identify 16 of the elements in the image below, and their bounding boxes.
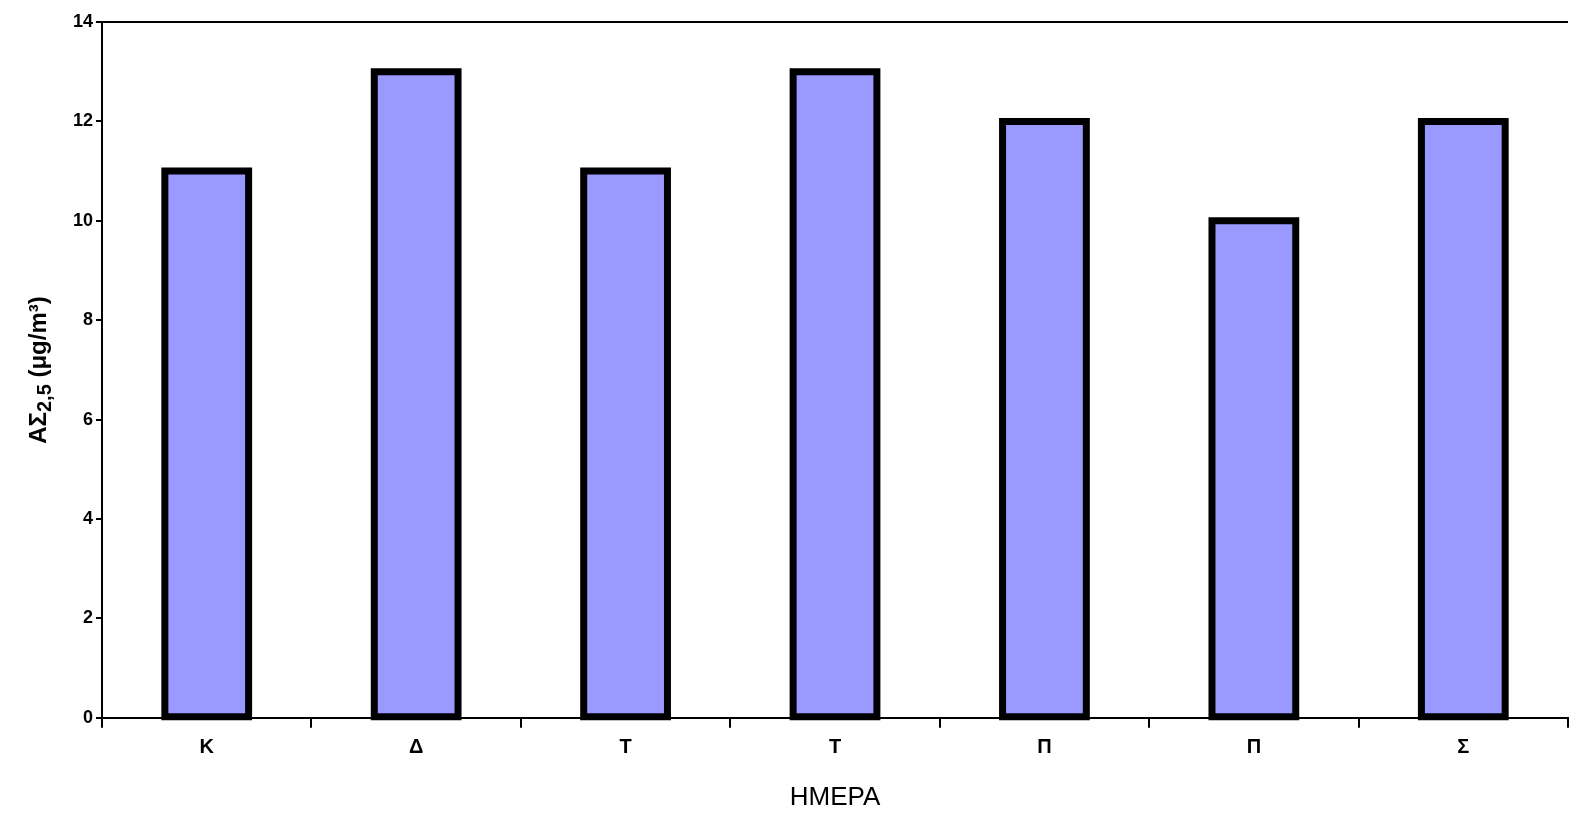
y-tick-label: 4 <box>83 507 94 528</box>
y-tick-label: 10 <box>72 209 94 230</box>
x-tick-label: Π <box>1037 735 1052 758</box>
y-tick-label: 6 <box>83 408 94 429</box>
x-tick-label: Π <box>1246 735 1262 758</box>
x-tick-label: Τ <box>828 735 842 758</box>
y-tick-label: 14 <box>72 10 94 31</box>
y-tick-label: 8 <box>83 309 94 330</box>
x-tick-label: Δ <box>408 735 424 758</box>
y-tick-label: 0 <box>83 706 94 727</box>
y-tick-label: 12 <box>72 110 94 131</box>
x-tick-label: Τ <box>619 735 632 758</box>
x-tick-label: Κ <box>199 735 215 758</box>
x-axis-title: ΗΜΕΡΑ <box>789 780 881 811</box>
x-tick-label: Σ <box>1457 735 1470 758</box>
y-tick-label: 2 <box>83 607 94 628</box>
